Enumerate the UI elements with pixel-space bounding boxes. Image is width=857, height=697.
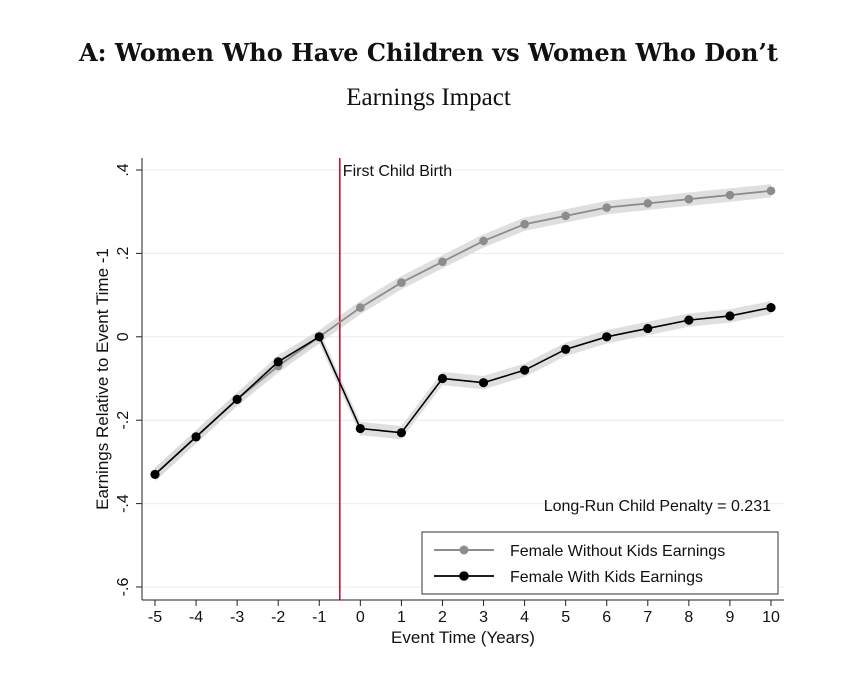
data-point-s1-6 [396,428,406,438]
data-point-s0-11 [602,203,612,212]
data-point-s1-9 [520,365,530,375]
x-tick-label: 5 [561,609,570,626]
x-tick-label: -3 [230,609,244,626]
legend-marker-without-kids [459,545,469,555]
axes: -.6 -.4 -.2 0 .2 .4 -5 -4 -3 -2 -1 0 1 2 3 4 5 6 7 8 9 10 [115,158,784,626]
x-tick-label: 6 [602,609,611,626]
data-point-s0-10 [561,211,570,221]
data-point-s0-13 [684,194,694,204]
x-tick-label: 1 [397,609,406,626]
data-point-s0-7 [438,257,447,267]
data-point-s1-1 [191,432,201,442]
y-tick-label: -.6 [115,578,132,597]
data-point-s1-13 [684,315,694,325]
x-tick-label: 3 [479,609,488,626]
legend-marker-with-kids [459,571,469,581]
data-point-s1-5 [355,423,365,434]
data-point-s1-4 [314,332,324,342]
data-point-s1-15 [766,303,776,313]
data-point-s1-7 [437,373,448,384]
chart-title: A: Women Who Have Children vs Women Who … [79,38,778,67]
x-tick-label: -1 [312,609,326,626]
child-penalty-annotation: Long-Run Child Penalty = 0.231 [544,498,771,515]
y-tick-label: .2 [115,247,132,260]
data-point-s0-8 [479,236,488,246]
data-point-s0-6 [397,278,406,287]
y-tick-label: -.4 [115,494,132,513]
legend-label-with-kids: Female With Kids Earnings [510,569,703,586]
data-point-s1-8 [478,378,489,388]
data-point-s1-14 [725,311,735,321]
legend-label-without-kids: Female Without Kids Earnings [510,543,725,560]
x-axis-label: Event Time (Years) [391,628,535,647]
data-point-s1-11 [602,332,612,342]
y-tick-label: -.2 [115,411,132,430]
x-tick-label: 9 [725,609,734,626]
confidence-bands [155,184,771,482]
data-point-s0-14 [725,190,735,200]
first-child-birth-label: First Child Birth [343,163,452,180]
confidence-band-1 [155,300,771,482]
x-tick-label: 8 [684,609,693,626]
x-tick-label: -4 [189,609,203,626]
y-axis-label: Earnings Relative to Event Time -1 [93,248,112,510]
data-point-s0-5 [356,303,365,312]
x-tick-label: 2 [438,609,447,626]
y-tick-label: .4 [115,163,132,176]
data-point-s0-9 [520,219,529,229]
data-point-s1-0 [150,469,160,480]
data-point-s1-10 [561,344,571,354]
x-tick-label: 10 [762,609,780,626]
legend-box [421,531,779,595]
confidence-band-0 [155,184,771,482]
series-lines [150,186,776,480]
x-tick-label: 4 [520,609,529,626]
series-line-1 [154,306,772,476]
data-point-s1-12 [643,323,653,334]
x-tick-label: -2 [271,609,285,626]
series-line-0 [154,189,772,476]
x-tick-label: 7 [643,609,652,626]
legend: Female Without Kids Earnings Female With… [421,531,779,595]
data-point-s0-15 [766,186,776,196]
chart-subtitle: Earnings Impact [346,84,511,111]
y-tick-label: 0 [115,332,132,341]
x-tick-label: -5 [148,609,162,626]
data-point-s1-3 [273,357,283,367]
data-point-s1-2 [232,394,242,404]
x-tick-label: 0 [356,609,365,626]
data-point-s0-12 [643,199,653,208]
